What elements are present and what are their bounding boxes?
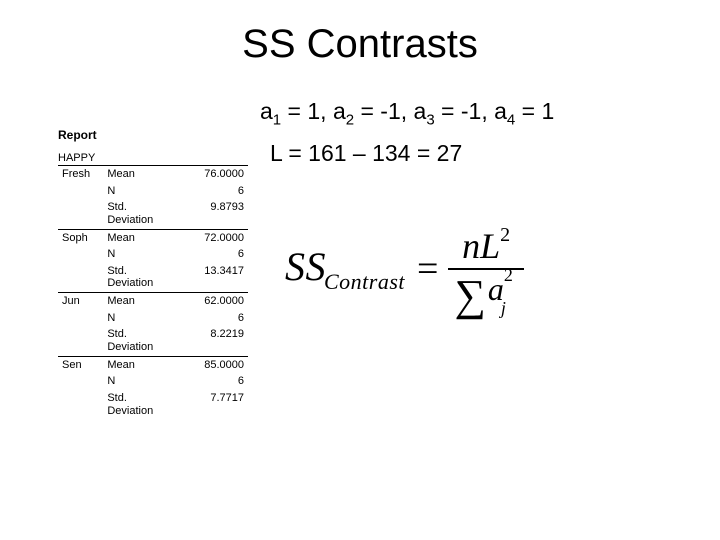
stat-label: Std.Deviation (103, 390, 179, 419)
fraction: nL2 ∑ a2j (448, 225, 523, 313)
stat-value: 6 (179, 246, 248, 263)
stat-label: N (103, 183, 179, 200)
report-table: Fresh Mean 76.0000 N 6 Std.Deviation 9.8… (58, 165, 248, 419)
group-label: Fresh (58, 166, 103, 230)
equals-sign: = (417, 247, 438, 291)
stat-value: 6 (179, 310, 248, 327)
stat-label: Std.Deviation (103, 199, 179, 229)
sigma-icon: ∑ (454, 278, 485, 313)
denominator-sub: j (501, 298, 506, 318)
stat-value: 8.2219 (179, 326, 248, 356)
stat-value: 7.7717 (179, 390, 248, 419)
group-label: Jun (58, 293, 103, 357)
report-variable: HAPPY (58, 152, 254, 164)
stat-label: Mean (103, 356, 179, 373)
stat-label: Std.Deviation (103, 326, 179, 356)
stat-label: Mean (103, 166, 179, 183)
stat-label: N (103, 246, 179, 263)
group-label: Sen (58, 356, 103, 419)
stat-label: Std.Deviation (103, 263, 179, 293)
stat-value: 13.3417 (179, 263, 248, 293)
stat-label: Mean (103, 229, 179, 246)
stat-value: 72.0000 (179, 229, 248, 246)
l-equation: L = 161 – 134 = 27 (270, 140, 462, 167)
page-title: SS Contrasts (0, 22, 720, 67)
stat-value: 6 (179, 183, 248, 200)
stat-value: 6 (179, 373, 248, 390)
report-table-block: Report HAPPY Fresh Mean 76.0000 N 6 Std.… (58, 128, 254, 419)
numerator-n: n (462, 226, 480, 266)
stat-label: N (103, 373, 179, 390)
coefficients-line: a1 = 1, a2 = -1, a3 = -1, a4 = 1 (260, 98, 554, 129)
stat-value: 76.0000 (179, 166, 248, 183)
stat-value: 85.0000 (179, 356, 248, 373)
numerator-l: L (480, 226, 500, 266)
formula-subscript: Contrast (324, 269, 405, 294)
report-title: Report (58, 128, 254, 142)
group-label: Soph (58, 229, 103, 293)
numerator-exp: 2 (500, 224, 510, 246)
stat-value: 62.0000 (179, 293, 248, 310)
formula-ss: SS (285, 244, 326, 289)
ss-contrast-formula: SSContrast = nL2 ∑ a2j (285, 225, 615, 313)
stat-value: 9.8793 (179, 199, 248, 229)
denominator-exp: 2 (504, 265, 513, 285)
stat-label: N (103, 310, 179, 327)
stat-label: Mean (103, 293, 179, 310)
